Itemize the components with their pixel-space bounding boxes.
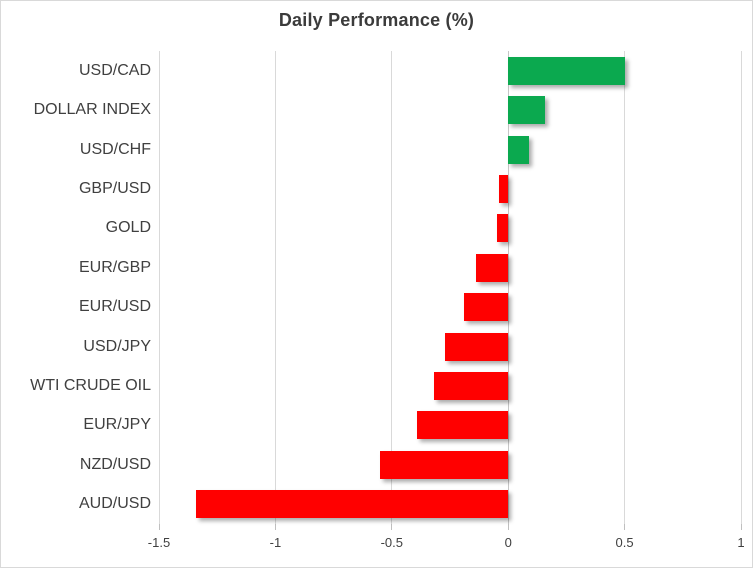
category-label: USD/CAD bbox=[78, 61, 151, 79]
category-label: GBP/USD bbox=[78, 179, 151, 197]
bar bbox=[475, 253, 509, 282]
bar bbox=[463, 293, 509, 322]
tick-mark bbox=[507, 524, 509, 530]
bar bbox=[445, 332, 509, 361]
bar bbox=[508, 96, 546, 125]
category-label: EUR/GBP bbox=[78, 258, 151, 276]
x-tick-label: 0.5 bbox=[615, 535, 634, 550]
chart-title: Daily Performance (%) bbox=[278, 10, 475, 30]
category-label: EUR/USD bbox=[78, 298, 151, 316]
category-label: GOLD bbox=[105, 219, 151, 237]
tick-mark bbox=[158, 524, 160, 530]
tick-mark bbox=[274, 524, 276, 530]
category-label: NZD/USD bbox=[79, 455, 151, 473]
tick-mark bbox=[624, 524, 626, 530]
bar bbox=[380, 450, 509, 479]
gridline bbox=[624, 51, 626, 524]
bar bbox=[498, 174, 509, 203]
plot-area bbox=[158, 51, 742, 530]
bar bbox=[433, 372, 509, 401]
x-tick-label: -1 bbox=[269, 535, 282, 550]
gridline bbox=[274, 51, 276, 524]
category-label: WTI CRUDE OIL bbox=[30, 377, 151, 395]
category-label: USD/CHF bbox=[79, 140, 151, 158]
x-tick-label: -1.5 bbox=[147, 535, 171, 550]
tick-mark bbox=[391, 524, 393, 530]
gridline bbox=[391, 51, 393, 524]
value-axis: -1.5 -1 -0.5 0 0.5 1 bbox=[148, 535, 745, 555]
gridline bbox=[740, 51, 742, 524]
tick-mark bbox=[740, 524, 742, 530]
category-label: AUD/USD bbox=[78, 495, 151, 513]
x-tick-label: 1 bbox=[737, 535, 745, 550]
category-label: DOLLAR INDEX bbox=[33, 101, 151, 119]
x-tick-label: -0.5 bbox=[380, 535, 403, 550]
bar bbox=[417, 411, 509, 440]
category-label: USD/JPY bbox=[83, 337, 151, 355]
zero-gridline bbox=[507, 51, 509, 524]
bar bbox=[496, 214, 509, 243]
category-label: EUR/JPY bbox=[83, 416, 151, 434]
category-axis: USD/CAD DOLLAR INDEX USD/CHF GBP/USD GOLD EUR… bbox=[1, 51, 151, 524]
bar bbox=[196, 490, 509, 519]
x-tick-label: 0 bbox=[504, 535, 512, 550]
bar bbox=[508, 135, 530, 164]
bar bbox=[508, 56, 625, 85]
gridline bbox=[158, 51, 160, 524]
